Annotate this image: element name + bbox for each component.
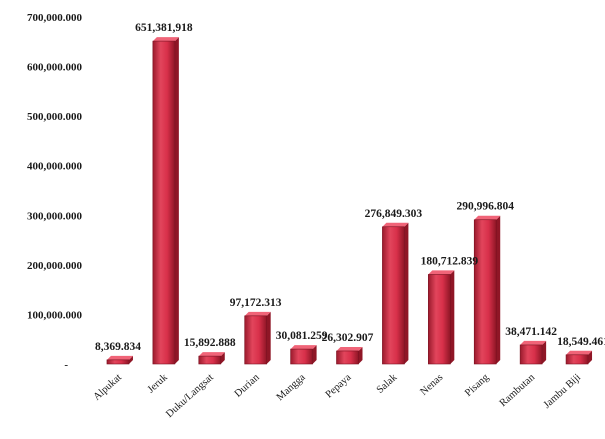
x-category-label: Jeruk	[146, 372, 171, 396]
bar	[336, 350, 359, 365]
data-label: 8,369.834	[95, 341, 141, 353]
bar	[473, 219, 497, 365]
bar-duku-langsat	[198, 352, 225, 365]
bar	[152, 40, 176, 365]
data-label: 651,381,918	[135, 22, 193, 34]
y-tick-label: 600,000.000	[27, 62, 83, 74]
bar-side	[220, 352, 225, 364]
data-label: 18,549.461	[557, 336, 605, 348]
bar-side	[312, 345, 317, 364]
bar-jambu-biji	[565, 350, 593, 365]
bar-side	[128, 355, 133, 364]
bar	[244, 315, 267, 365]
bar-side	[266, 311, 271, 364]
bar-side	[404, 222, 409, 364]
y-tick-label: 700,000.000	[27, 12, 83, 24]
bar-pisang	[473, 215, 501, 365]
bar-top	[290, 345, 317, 350]
bar	[565, 354, 589, 365]
bar-alpukat	[106, 355, 133, 365]
bar-top	[520, 340, 547, 345]
data-label: 30,081.259	[276, 330, 328, 342]
data-label: 276,849.303	[365, 208, 423, 220]
bar-durian	[244, 311, 271, 365]
bar-top	[152, 37, 179, 42]
bar-side	[358, 346, 363, 364]
bar	[106, 359, 130, 365]
bar-nenas	[428, 270, 455, 365]
data-label: 15,892.888	[184, 337, 236, 349]
x-category-label: Durian	[233, 372, 263, 400]
x-category-label: Jambu Biji	[542, 372, 583, 411]
data-label: 180,712.839	[421, 255, 479, 267]
y-tick-label: -	[64, 359, 68, 371]
bar-top	[566, 350, 593, 355]
bar-top	[382, 222, 409, 227]
x-category-label: Duku/Langsat	[164, 372, 216, 420]
bar-top	[428, 270, 455, 275]
bar-top	[474, 215, 501, 220]
bar	[519, 344, 543, 365]
data-label: 290,996.804	[456, 201, 514, 213]
bar	[428, 274, 451, 365]
x-category-label: Pisang	[463, 372, 492, 399]
data-label: 26,302.907	[322, 332, 374, 344]
y-tick-label: 400,000.000	[27, 161, 83, 173]
bar-top	[106, 355, 133, 360]
y-axis: - 100,000.000 200,000.000 300,000.000 400,00…	[27, 12, 83, 371]
bar-side	[450, 270, 455, 364]
bar-side	[542, 340, 547, 364]
data-label: 38,471.142	[505, 326, 557, 338]
bar-salak	[382, 222, 409, 365]
x-category-label: Mangga	[275, 372, 308, 403]
x-category-label: Salak	[375, 372, 400, 396]
bar-side	[588, 350, 593, 364]
bar-side	[496, 215, 501, 364]
bars	[106, 37, 593, 365]
x-category-label: Rambutan	[498, 372, 538, 410]
bar	[198, 355, 222, 365]
bar-top	[336, 346, 363, 351]
bar	[382, 226, 405, 365]
bar-jeruk	[152, 37, 179, 365]
bar-mangga	[290, 345, 317, 365]
y-tick-label: 300,000.000	[27, 210, 83, 222]
y-tick-label: 100,000.000	[27, 309, 83, 321]
x-category-label: Alpukat	[91, 372, 124, 403]
y-tick-label: 500,000.000	[27, 111, 83, 123]
bar-pepaya	[336, 346, 363, 365]
data-labels: 8,369.834 651,381,918 15,892.888 97,172.313…	[95, 22, 605, 353]
bar-top	[198, 352, 225, 357]
bar-side	[174, 37, 179, 364]
data-label: 97,172.313	[230, 297, 282, 309]
bar	[290, 348, 313, 365]
x-category-label: Nenas	[418, 372, 445, 398]
bar-rambutan	[519, 340, 547, 365]
y-tick-label: 200,000.000	[27, 260, 83, 272]
bar-top	[244, 311, 271, 316]
x-category-label: Pepaya	[324, 372, 354, 401]
